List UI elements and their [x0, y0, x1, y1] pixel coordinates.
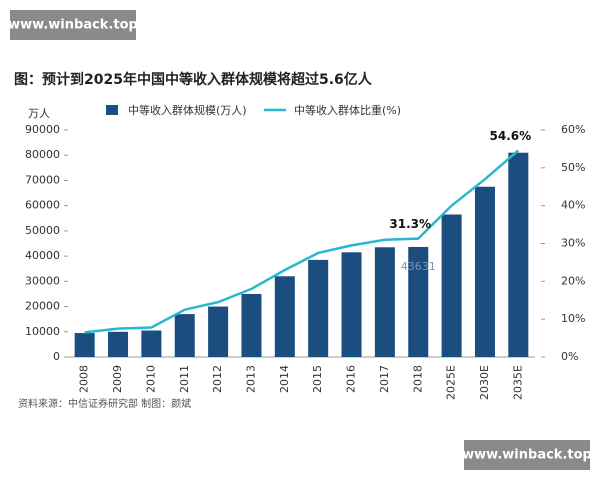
- bar: [374, 247, 395, 357]
- watermark: www.winback.top: [462, 448, 592, 463]
- y-tick-label: 80000: [25, 148, 60, 161]
- watermark-box: [464, 440, 590, 470]
- bar: [74, 333, 95, 357]
- y2-tick-label: 50%: [561, 161, 585, 174]
- legend-label: 中等收入群体规模(万人): [128, 103, 247, 117]
- x-tick-label: 2014: [278, 365, 291, 393]
- y2-tick-label: 30%: [561, 237, 585, 250]
- bar: [174, 314, 195, 357]
- y2-tick-label: 60%: [561, 123, 585, 136]
- legend-label: 中等收入群体比重(%): [294, 103, 401, 117]
- y-tick-label: 70000: [25, 173, 60, 186]
- y-tick-label: 50000: [25, 224, 60, 237]
- y-tick-label: 10000: [25, 325, 60, 338]
- bar: [408, 246, 429, 357]
- x-tick-label: 2010: [144, 365, 157, 393]
- x-tick-label: 2013: [244, 365, 257, 393]
- bar: [308, 259, 329, 357]
- x-tick-label: 2018: [411, 365, 424, 393]
- y-tick-label: 30000: [25, 274, 60, 287]
- bar: [441, 214, 462, 357]
- y-tick-label: 40000: [25, 249, 60, 262]
- y2-tick-label: 40%: [561, 199, 585, 212]
- source: 资料来源：中信证券研究部 制图：颜斌: [18, 397, 191, 410]
- line-value-label: 31.3%: [389, 217, 431, 231]
- legend-swatch: [106, 105, 118, 115]
- bar: [474, 186, 495, 357]
- y2-tick-label: 20%: [561, 274, 585, 287]
- y2-tick-label: 0%: [561, 350, 578, 363]
- bar: [141, 330, 162, 357]
- bar: [108, 331, 129, 357]
- x-tick-label: 2017: [378, 365, 391, 393]
- x-tick-label: 2035E: [511, 365, 524, 400]
- x-tick-label: 2012: [211, 365, 224, 393]
- chart-title: 图：预计到2025年中国中等收入群体规模将超过5.6亿人: [14, 71, 373, 88]
- y-tick-label: 20000: [25, 300, 60, 313]
- x-tick-label: 2016: [345, 365, 358, 393]
- x-tick-label: 2009: [111, 365, 124, 393]
- line: [84, 149, 520, 334]
- x-tick-label: 2011: [178, 365, 191, 393]
- x-tick-label: 2030E: [478, 365, 491, 400]
- watermark: www.winback.top: [8, 18, 138, 33]
- x-tick-label: 2008: [78, 365, 91, 393]
- y-axis-label: 万人: [28, 107, 50, 120]
- y-tick-label: 0: [53, 350, 60, 363]
- watermark-box: [10, 10, 136, 40]
- x-tick-label: 2015: [311, 365, 324, 393]
- y-tick-label: 60000: [25, 199, 60, 212]
- bar: [508, 152, 529, 357]
- bar: [241, 293, 262, 357]
- y2-tick-label: 10%: [561, 312, 585, 325]
- bar: [274, 276, 295, 357]
- bar: [341, 252, 362, 357]
- bar: [208, 306, 229, 357]
- line-value-label: 54.6%: [490, 129, 532, 143]
- y-tick-label: 90000: [25, 123, 60, 136]
- bar-value-label: 43631: [401, 260, 436, 273]
- x-tick-label: 2025E: [445, 365, 458, 400]
